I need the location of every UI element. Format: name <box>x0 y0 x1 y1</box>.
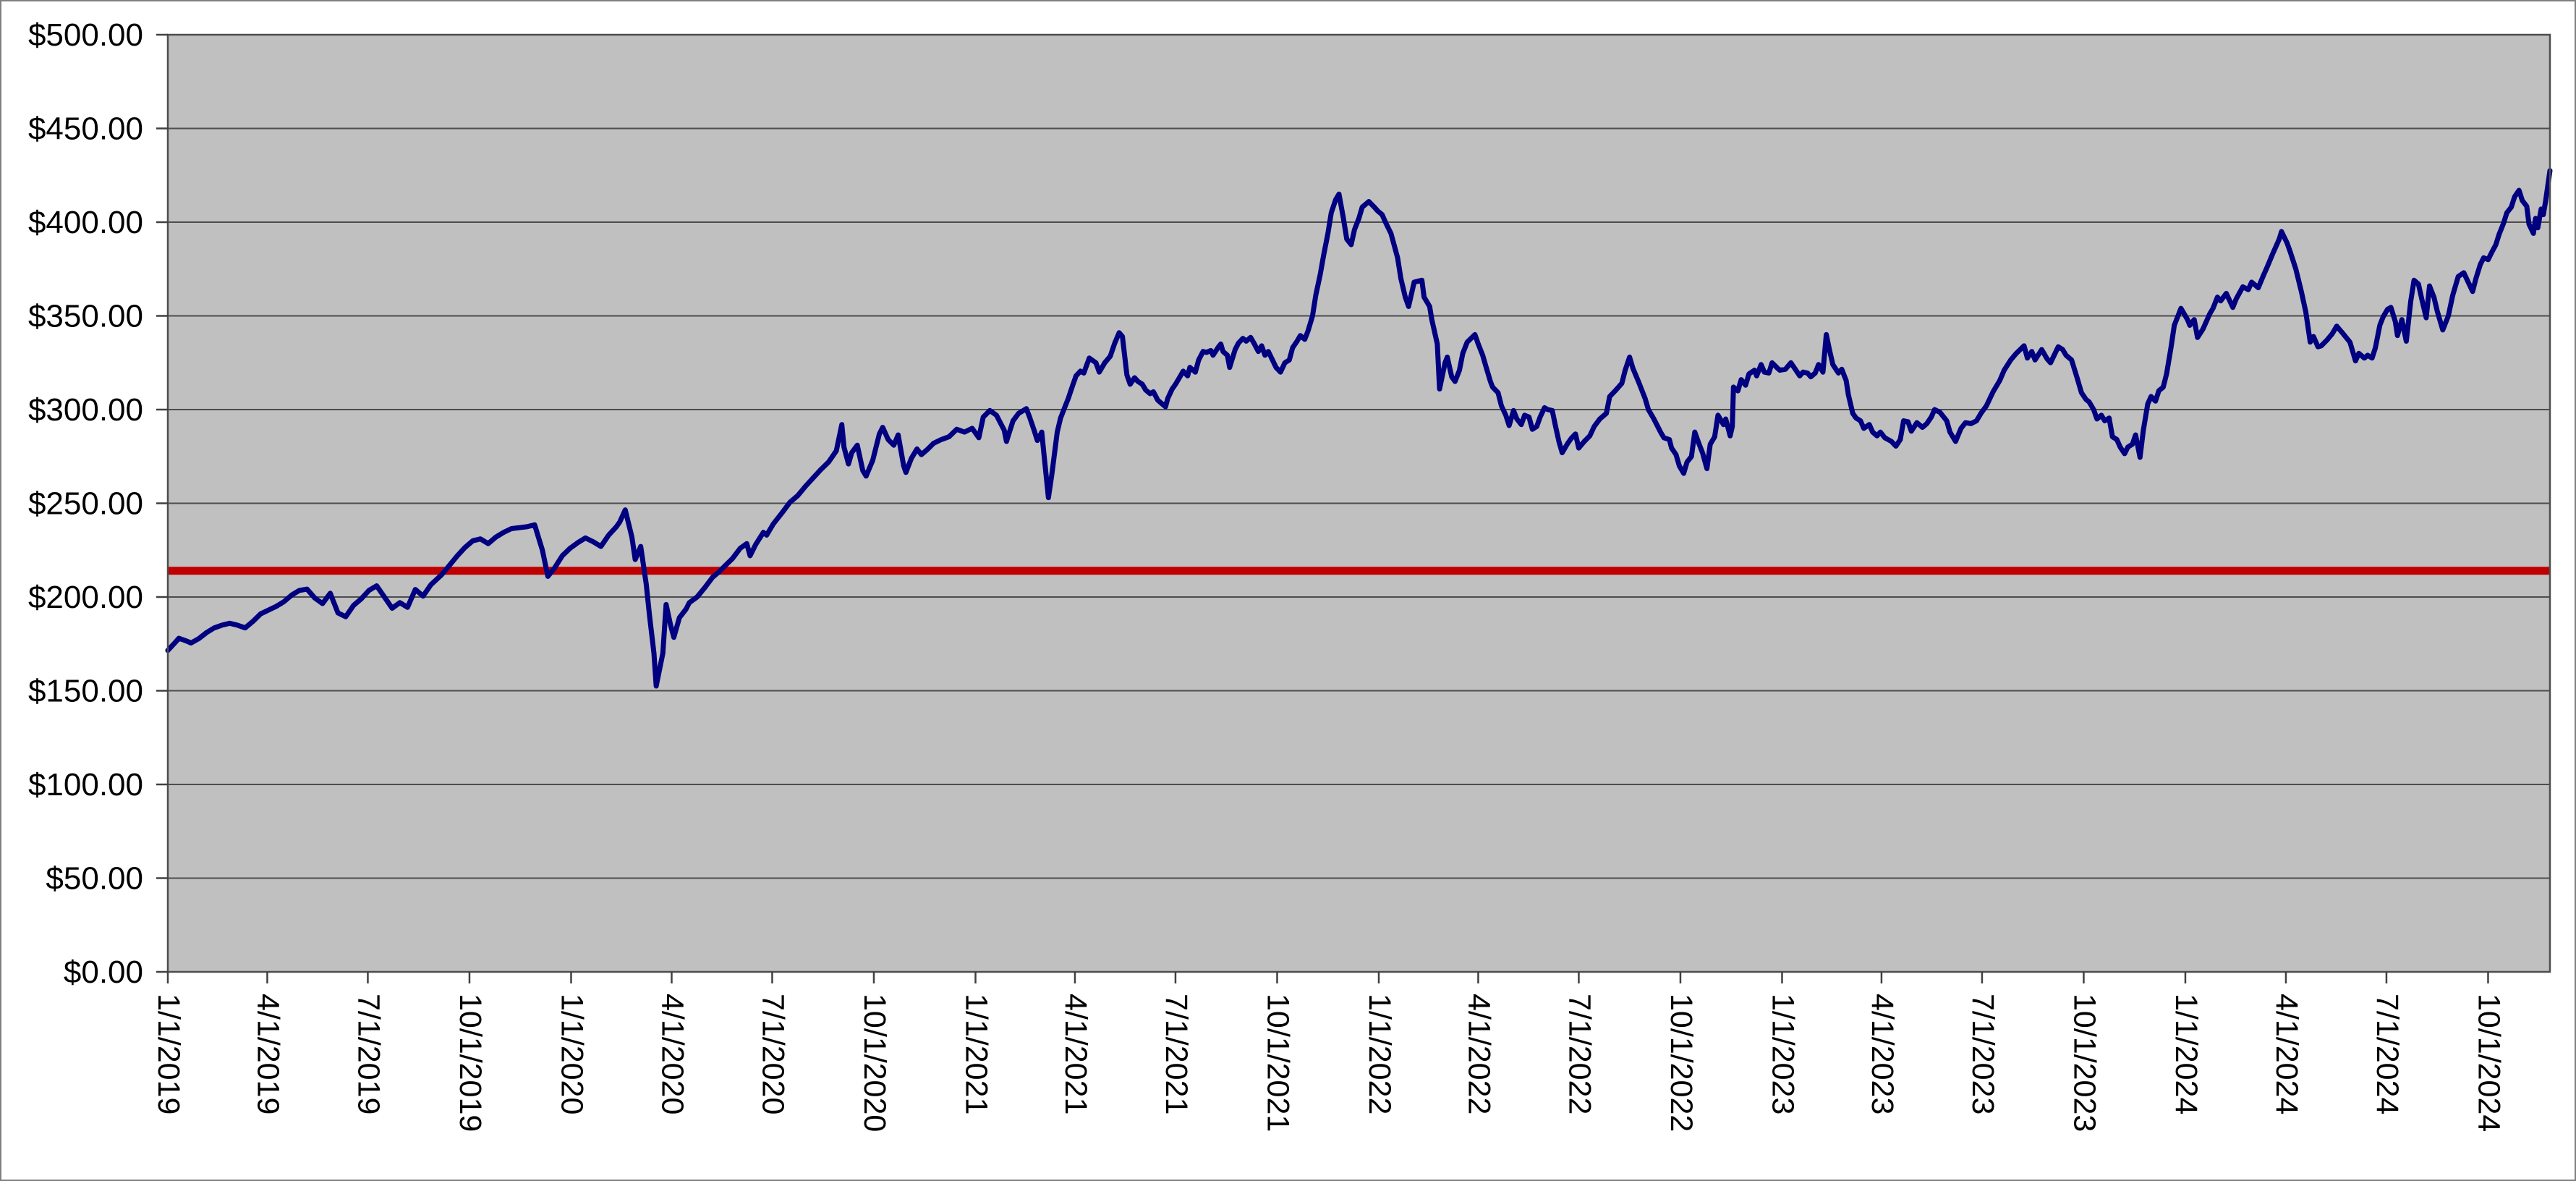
y-axis-label: $0.00 <box>64 954 143 990</box>
x-axis-label: 7/1/2024 <box>2370 994 2405 1114</box>
x-axis-label: 1/1/2023 <box>1765 994 1800 1114</box>
x-axis-label: 4/1/2022 <box>1461 994 1496 1114</box>
x-axis-label: 7/1/2023 <box>1965 994 2000 1114</box>
x-axis-label: 7/1/2020 <box>755 994 790 1114</box>
x-axis-label: 10/1/2024 <box>2471 994 2506 1132</box>
x-axis-label: 4/1/2019 <box>250 994 285 1114</box>
y-axis-label: $350.00 <box>28 299 143 334</box>
x-axis-label: 1/1/2022 <box>1362 994 1397 1114</box>
x-axis-label: 10/1/2021 <box>1260 994 1295 1132</box>
y-axis-label: $200.00 <box>28 580 143 615</box>
price-series-line <box>165 168 2553 689</box>
y-axis-label: $300.00 <box>28 392 143 428</box>
x-axis-label: 10/1/2022 <box>1664 994 1699 1132</box>
x-axis-label: 4/1/2023 <box>1865 994 1900 1114</box>
y-axis-label: $250.00 <box>28 486 143 522</box>
x-axis-label: 10/1/2020 <box>857 994 892 1132</box>
y-axis-label: $100.00 <box>28 767 143 803</box>
x-axis-label: 1/1/2020 <box>554 994 589 1114</box>
x-axis-label: 1/1/2021 <box>959 994 994 1114</box>
y-axis-label: $450.00 <box>28 111 143 147</box>
y-axis-label: $50.00 <box>46 861 143 897</box>
y-axis-label: $500.00 <box>28 17 143 53</box>
x-axis-label: 1/1/2019 <box>151 994 186 1114</box>
x-axis-label: 10/1/2019 <box>453 994 488 1132</box>
x-axis-label: 7/1/2021 <box>1159 994 1194 1114</box>
x-axis-label: 7/1/2019 <box>351 994 386 1114</box>
x-axis-label: 4/1/2024 <box>2269 994 2304 1114</box>
x-axis-label: 4/1/2021 <box>1058 994 1093 1114</box>
x-axis-label: 1/1/2024 <box>2169 994 2203 1114</box>
x-axis-label: 10/1/2023 <box>2067 994 2101 1132</box>
y-axis-label: $150.00 <box>28 674 143 709</box>
y-axis-label: $400.00 <box>28 205 143 240</box>
x-axis-label: 4/1/2020 <box>655 994 689 1114</box>
x-axis-label: 7/1/2022 <box>1562 994 1597 1114</box>
